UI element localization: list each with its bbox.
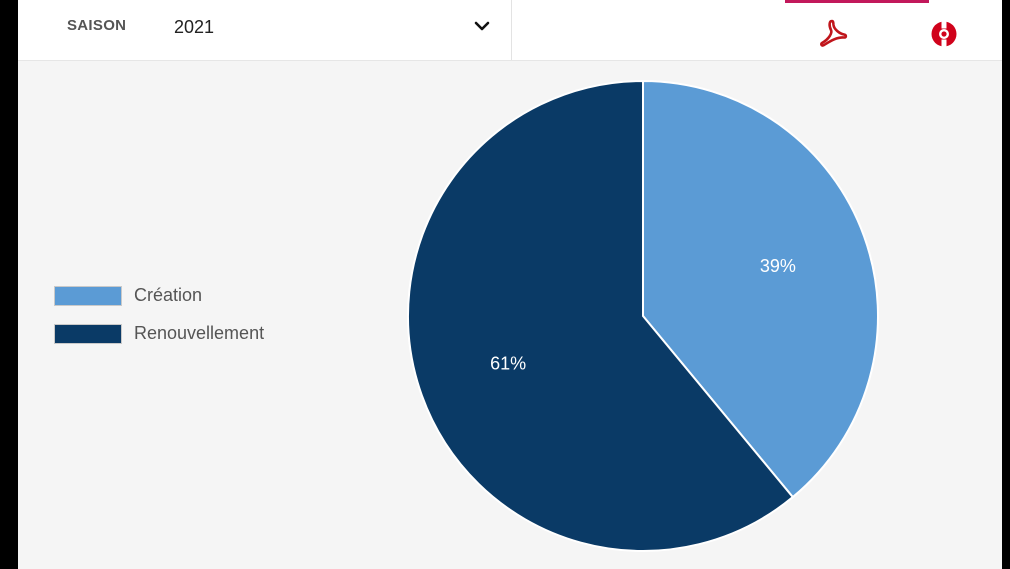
pie-data-label-creation: 39% — [760, 256, 796, 276]
pie-chart: 39% 61% — [407, 79, 879, 552]
toolbar: SAISON 2021 — [18, 0, 1002, 61]
pdf-icon[interactable] — [818, 18, 848, 48]
active-tab-indicator — [785, 0, 929, 3]
pie-data-label-renouvellement: 61% — [490, 353, 526, 373]
legend-swatch-renouvellement — [54, 324, 122, 344]
toolbar-divider — [511, 0, 512, 60]
help-lifebuoy-icon[interactable] — [930, 20, 958, 48]
chevron-down-icon — [474, 21, 490, 31]
season-value: 2021 — [174, 17, 215, 37]
legend-label-renouvellement: Renouvellement — [134, 323, 265, 343]
legend-swatch-creation — [54, 286, 122, 306]
season-label: SAISON — [67, 17, 127, 34]
season-select[interactable]: 2021 — [168, 6, 490, 46]
pie-slice-creation[interactable] — [642, 79, 879, 499]
legend-label-creation: Création — [134, 285, 203, 305]
pie-slice-renouvellement[interactable] — [407, 79, 795, 552]
chart-panel: SAISON 2021 Création Renouvellement — [18, 0, 1002, 569]
